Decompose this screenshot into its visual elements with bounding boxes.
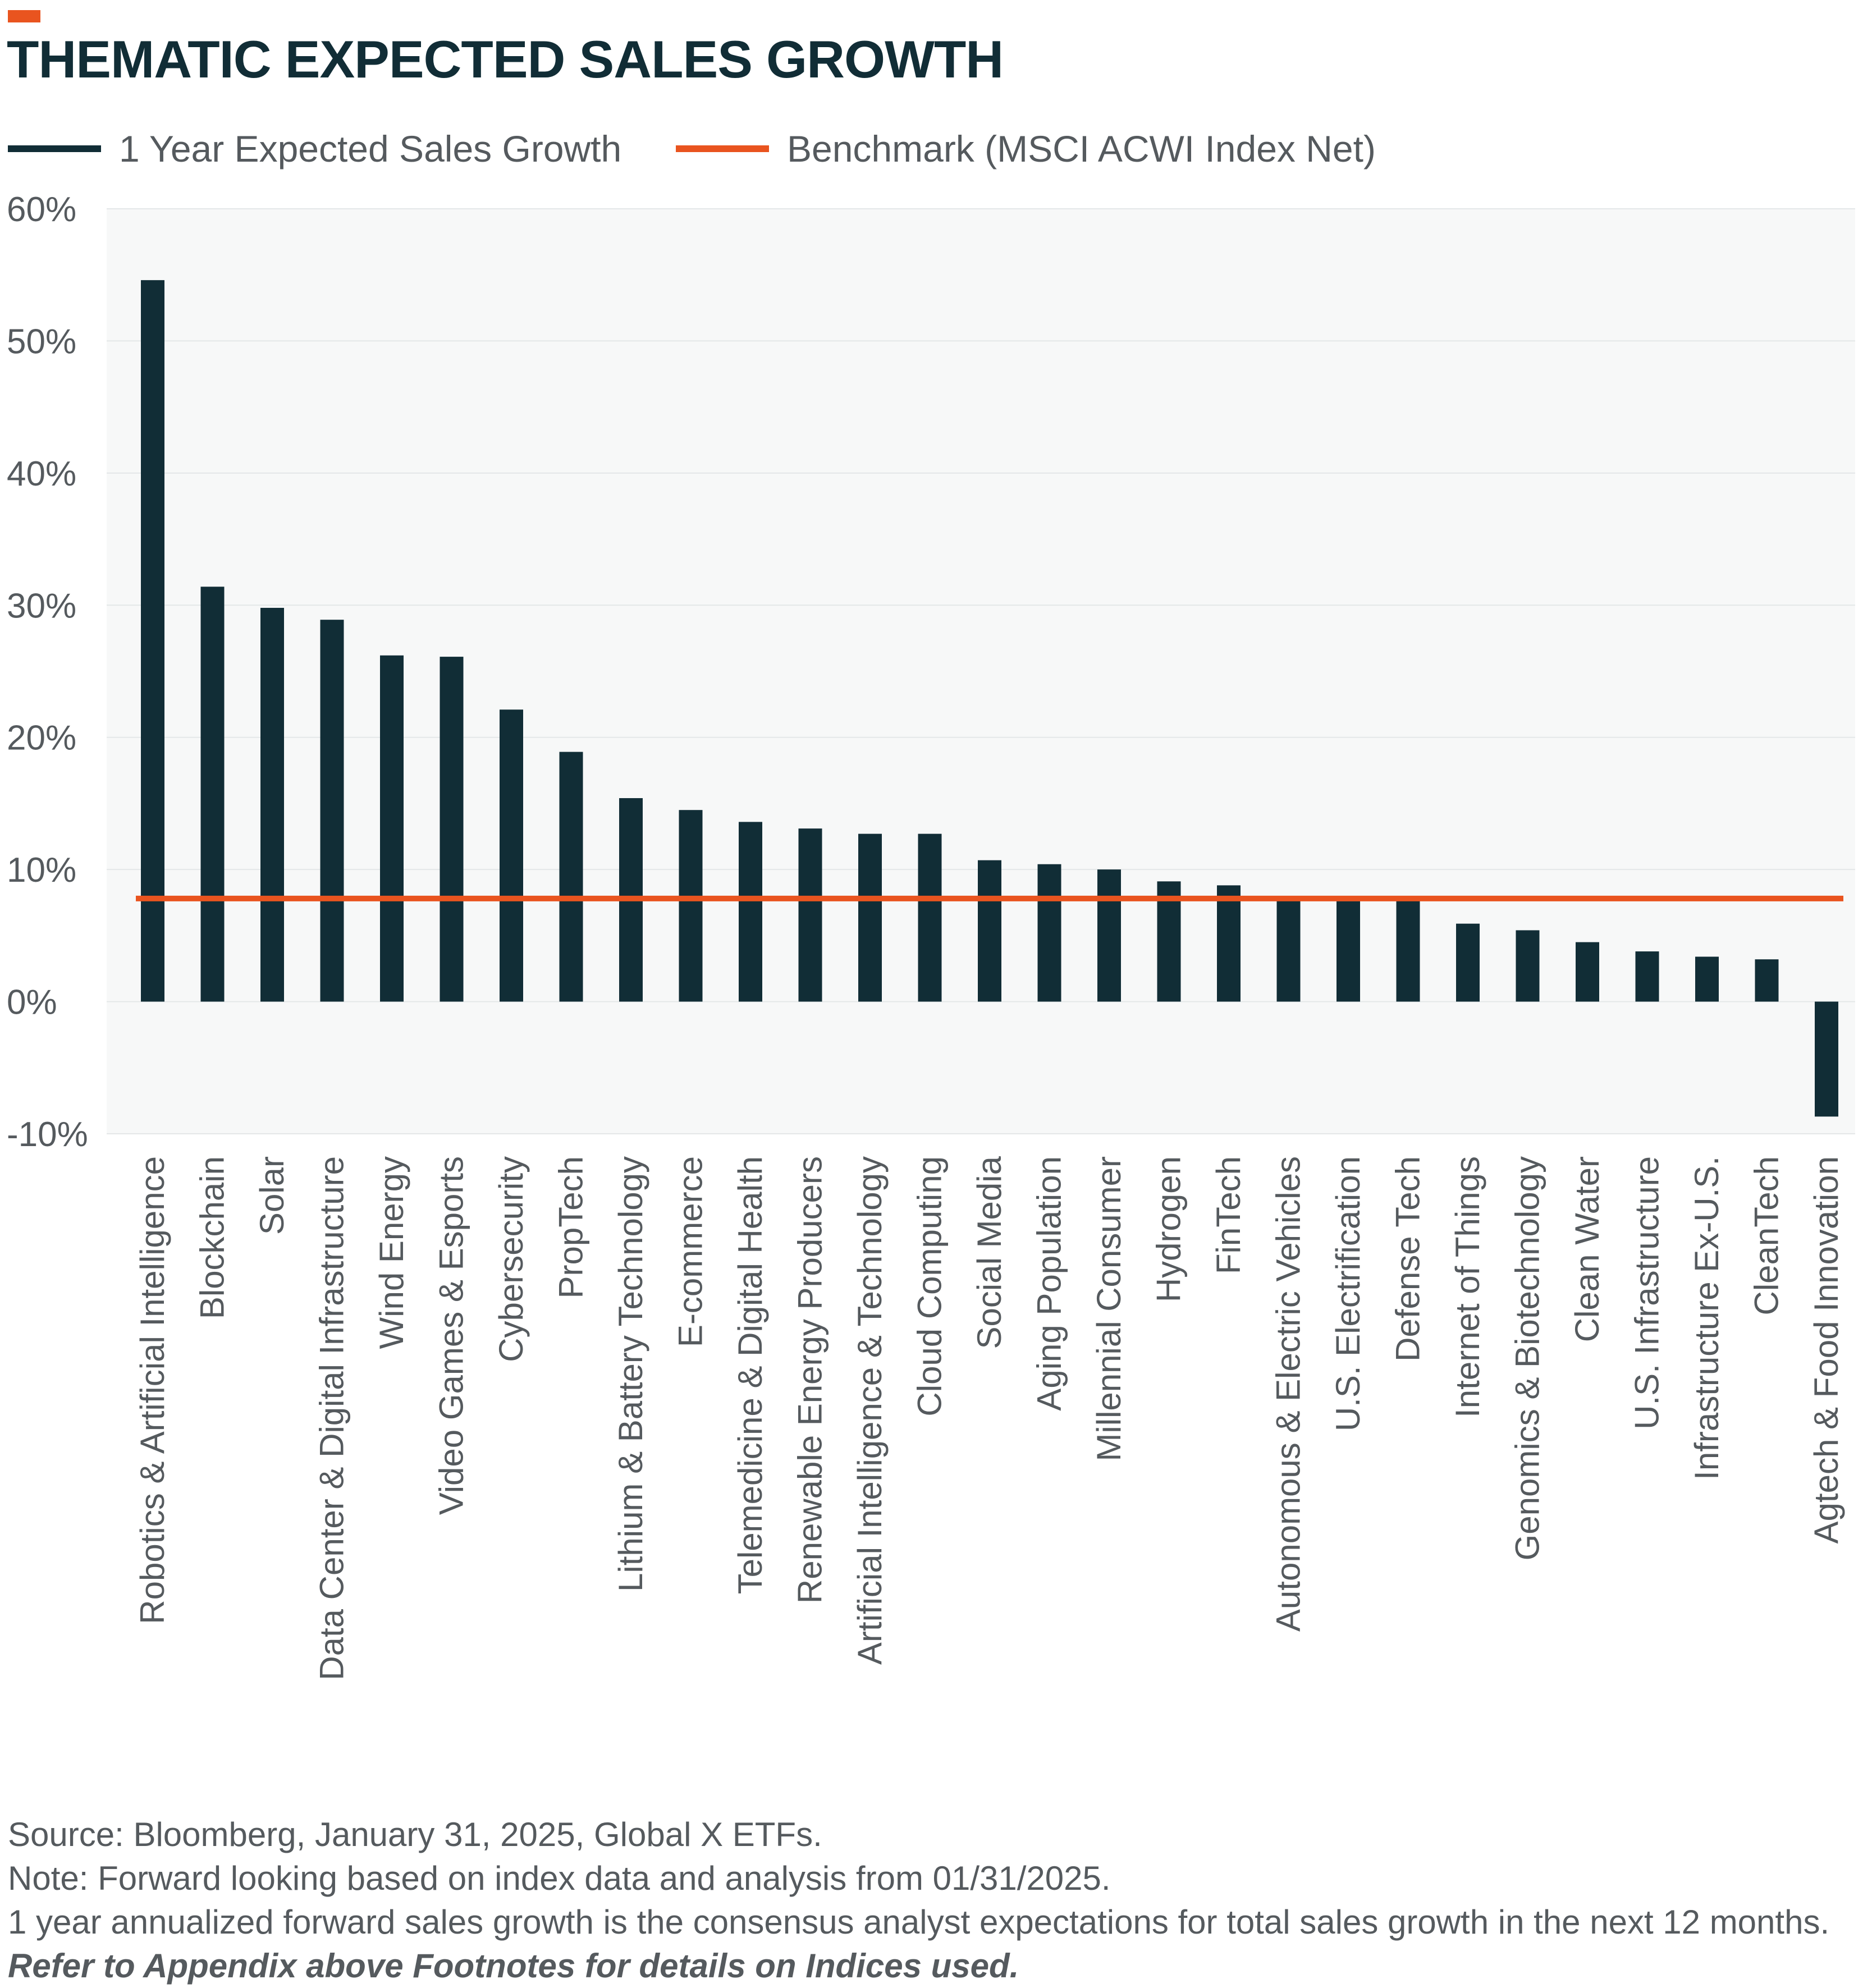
x-tick-label: Data Center & Digital Infrastructure [313, 1156, 351, 1680]
bar [798, 828, 822, 1002]
chart-title: THEMATIC EXPECTED SALES GROWTH [7, 30, 1004, 89]
bar [320, 620, 344, 1002]
y-tick-label: 10% [7, 851, 76, 890]
x-tick-label: Wind Energy [373, 1156, 410, 1349]
bar [1755, 959, 1779, 1002]
x-tick-label: Autonomous & Electric Vehicles [1270, 1156, 1307, 1632]
bar [500, 709, 523, 1002]
legend-item-benchmark: Benchmark (MSCI ACWI Index Net) [676, 118, 1376, 180]
y-tick-label: -10% [7, 1115, 88, 1154]
y-tick-label: 20% [7, 719, 76, 758]
x-tick-label: E-commerce [672, 1156, 710, 1347]
x-tick-label: Genomics & Biotechnology [1509, 1156, 1546, 1560]
x-tick-label: U.S. Electrification [1329, 1156, 1367, 1431]
bar [858, 833, 882, 1002]
bar [200, 587, 225, 1002]
bar [1276, 900, 1301, 1002]
y-tick-label: 30% [7, 587, 76, 625]
bar [918, 833, 942, 1002]
x-tick-label: Defense Tech [1389, 1156, 1427, 1362]
bar [1037, 864, 1061, 1002]
bar [1337, 901, 1360, 1002]
x-tick-label: Aging Population [1031, 1156, 1068, 1411]
bar [260, 607, 284, 1002]
x-tick-label: Hydrogen [1150, 1156, 1188, 1302]
x-tick-label: Lithium & Battery Technology [612, 1156, 649, 1592]
y-tick-label: 60% [7, 190, 76, 229]
x-tick-label: Internet of Things [1449, 1156, 1486, 1418]
x-tick-label: Artificial Intelligence & Technology [851, 1156, 889, 1665]
x-tick-label: CleanTech [1748, 1156, 1786, 1316]
legend-swatch-benchmark [676, 145, 769, 152]
bar [1576, 942, 1599, 1002]
bar [1635, 951, 1659, 1002]
bar [440, 657, 464, 1002]
footnote-appendix: Refer to Appendix above Footnotes for de… [8, 1947, 1019, 1985]
x-tick-label: Renewable Energy Producers [791, 1156, 829, 1604]
bar [559, 752, 583, 1002]
bar [1097, 869, 1121, 1002]
y-tick-label: 50% [7, 322, 76, 361]
x-tick-label: PropTech [552, 1156, 590, 1298]
x-tick-label: FinTech [1210, 1156, 1247, 1274]
footnotes: Source: Bloomberg, January 31, 2025, Glo… [8, 1813, 1860, 1988]
x-tick-label: U.S. Infrastructure [1628, 1156, 1666, 1430]
bar [380, 655, 404, 1002]
bar [1157, 881, 1181, 1002]
y-tick-label: 40% [7, 455, 76, 493]
x-tick-label: Clean Water [1568, 1156, 1606, 1342]
bar [1815, 1001, 1838, 1117]
footnote-note: Note: Forward looking based on index dat… [8, 1859, 1111, 1897]
x-tick-label: Cloud Computing [911, 1156, 949, 1417]
x-tick-label: Social Media [971, 1156, 1008, 1349]
bar [739, 822, 762, 1002]
bar [679, 810, 703, 1002]
footnote-definition: 1 year annualized forward sales growth i… [8, 1903, 1830, 1941]
x-tick-label: Agtech & Food Innovation [1807, 1156, 1845, 1543]
bar [1456, 923, 1480, 1002]
legend-swatch-sales-growth [8, 145, 101, 152]
y-tick-label: 0% [7, 983, 57, 1022]
x-tick-label: Solar [253, 1156, 291, 1235]
bar [978, 860, 1001, 1002]
bar [1217, 885, 1241, 1002]
x-tick-label: Robotics & Artificial Intelligence [134, 1156, 171, 1624]
bar [1516, 930, 1540, 1002]
footnote-source: Source: Bloomberg, January 31, 2025, Glo… [8, 1816, 822, 1853]
bar-chart: 60% 50% 40% 30% 20% 10% 0% -10% Robotics & Artif… [7, 190, 1855, 1680]
x-tick-label: Telemedicine & Digital Health [731, 1156, 769, 1594]
legend-item-sales-growth: 1 Year Expected Sales Growth [8, 118, 621, 180]
title-accent-bar [8, 10, 40, 22]
legend-label-sales-growth: 1 Year Expected Sales Growth [119, 128, 622, 170]
x-tick-label: Blockchain [194, 1156, 231, 1319]
chart-legend: 1 Year Expected Sales Growth Benchmark (… [8, 118, 1467, 180]
x-tick-label: Infrastructure Ex-U.S. [1688, 1156, 1725, 1480]
x-tick-label: Cybersecurity [492, 1156, 530, 1362]
bar [1396, 900, 1420, 1002]
bar [1695, 956, 1719, 1002]
bar [141, 280, 164, 1002]
x-tick-label: Video Games & Esports [433, 1156, 470, 1515]
legend-label-benchmark: Benchmark (MSCI ACWI Index Net) [787, 128, 1376, 170]
x-tick-label: Millennial Consumer [1090, 1156, 1128, 1462]
